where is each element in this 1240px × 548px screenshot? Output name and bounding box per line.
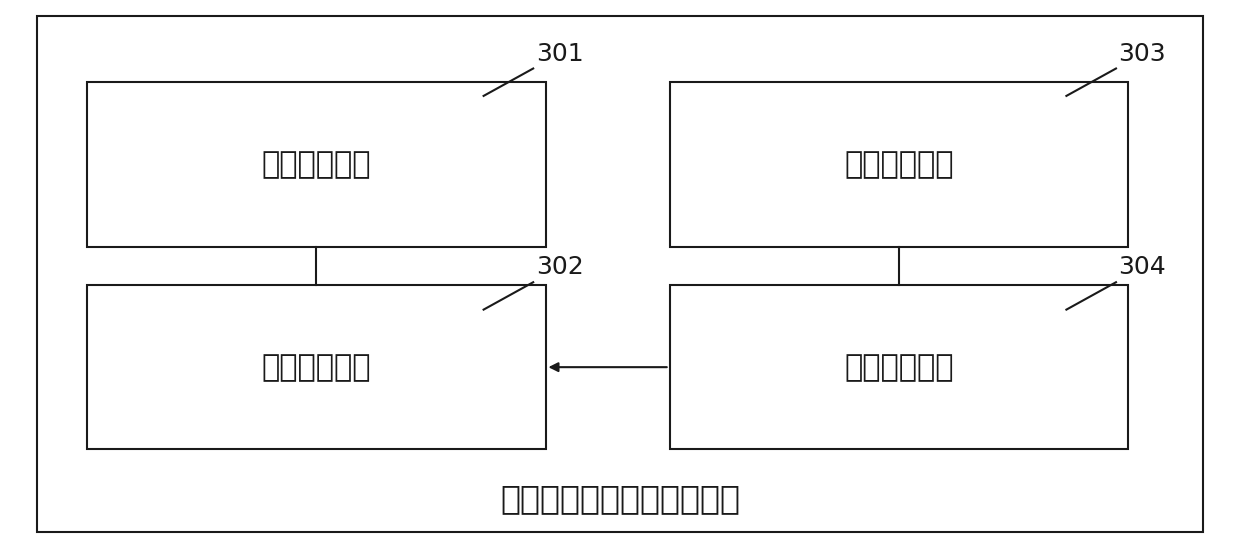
Text: 第二计算模块: 第二计算模块 — [844, 353, 954, 381]
Text: 303: 303 — [1118, 42, 1166, 66]
Bar — [670, 285, 1128, 449]
Bar — [87, 285, 546, 449]
Text: 敏感设备故障率的计算装置: 敏感设备故障率的计算装置 — [500, 482, 740, 515]
Bar — [670, 82, 1128, 247]
Text: 301: 301 — [536, 42, 583, 66]
Text: 第二获取模块: 第二获取模块 — [844, 150, 954, 179]
Text: 302: 302 — [536, 255, 584, 279]
Bar — [87, 82, 546, 247]
Text: 第一获取模块: 第一获取模块 — [262, 150, 371, 179]
Text: 304: 304 — [1118, 255, 1167, 279]
Text: 第一计算模块: 第一计算模块 — [262, 353, 371, 381]
